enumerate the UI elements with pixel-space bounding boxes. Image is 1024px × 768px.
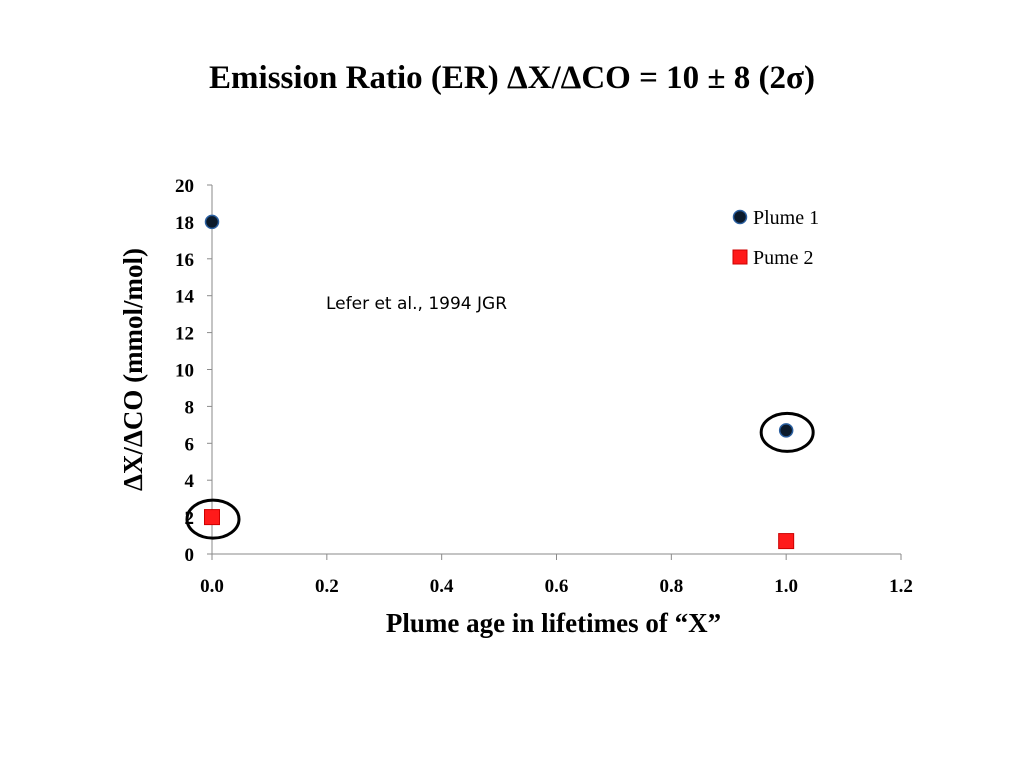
plume1-point [204,214,220,230]
plume2-point [778,533,795,550]
y-tick-label: 20 [175,176,194,197]
x-tick-label: 0.4 [430,576,454,597]
legend-marker-plume-1 [732,209,748,225]
x-tick-label: 0.0 [200,576,224,597]
plume2-point [204,509,220,526]
highlight-ring [759,411,815,453]
chart-title: Emission Ratio (ER) ΔX/ΔCO = 10 ± 8 (2σ) [209,60,815,96]
y-tick-label: 14 [175,287,195,308]
y-tick-label: 8 [185,397,195,418]
y-axis-label: ΔX/ΔCO (mmol/mol) [118,248,148,491]
plume1-point [778,423,794,438]
x-tick-label: 1.2 [889,576,913,597]
x-tick-label: 0.8 [659,576,683,597]
y-tick-label: 18 [175,213,194,234]
y-tick-label: 0 [185,545,195,566]
legend-label: Pume 2 [753,247,814,269]
y-tick-label: 4 [185,471,195,492]
axes [211,185,901,555]
x-axis-label: Plume age in lifetimes of “X” [386,608,721,638]
y-tick-label: 12 [175,324,194,345]
highlight-ring [185,498,241,540]
legend: Plume 1 Pume 2 [732,207,819,269]
x-tick-label: 0.6 [545,576,569,597]
citation-annotation: Lefer et al., 1994 JGR [326,294,507,314]
data-points [204,214,795,550]
x-axis-ticks: 0.0 0.2 0.4 0.6 0.8 1.0 1.2 [200,554,913,597]
y-tick-label: 10 [175,361,194,382]
legend-label: Plume 1 [753,207,819,229]
y-tick-label: 2 [185,508,195,529]
x-tick-label: 0.2 [315,576,339,597]
highlight-rings [185,411,815,540]
y-tick-label: 6 [185,434,195,455]
y-tick-label: 16 [175,250,194,271]
x-tick-label: 1.0 [774,576,798,597]
legend-marker-plume-2 [732,249,748,265]
